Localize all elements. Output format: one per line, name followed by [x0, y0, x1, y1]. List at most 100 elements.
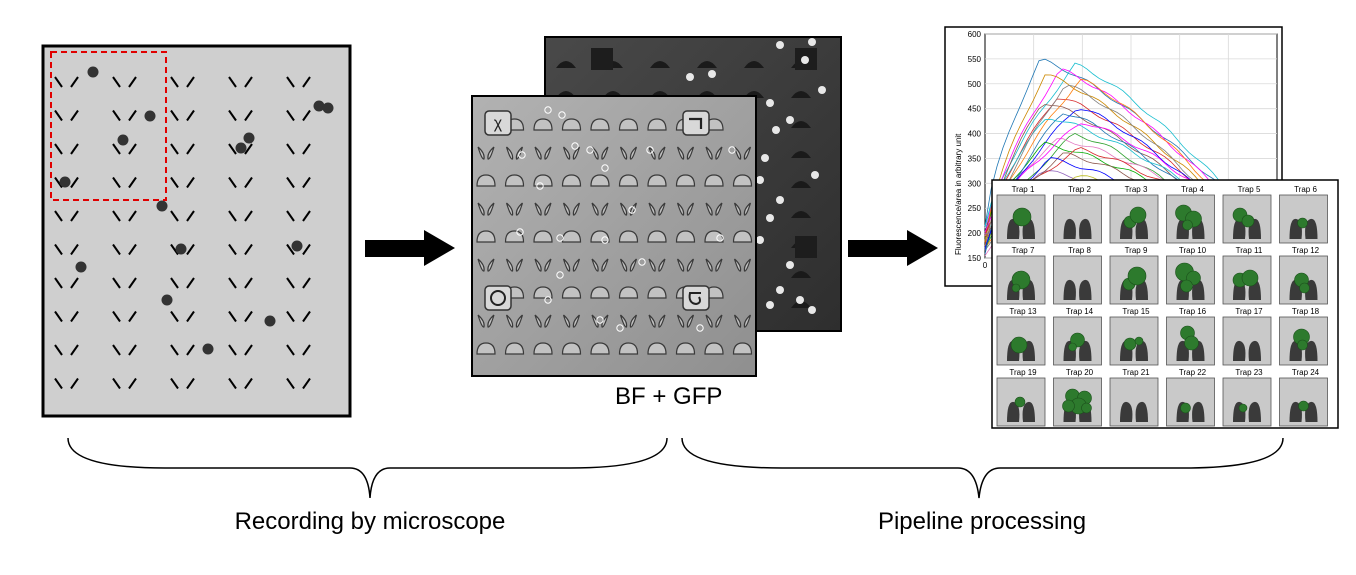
label-pipeline: Pipeline processing [878, 508, 1086, 535]
cell-dot [75, 261, 87, 273]
bf-marker-top-left [484, 110, 512, 136]
trap-marks [54, 76, 311, 390]
bf-trap [704, 342, 724, 355]
gfp-bright-spot [761, 154, 769, 162]
trap-mark [286, 210, 295, 222]
bf-trap [704, 230, 724, 243]
trap-mark [302, 210, 311, 222]
trap-title: Trap 4 [1181, 185, 1204, 194]
bf-cell [601, 236, 609, 244]
bf-trap [704, 174, 724, 187]
trap-mark [70, 109, 79, 122]
trap-mark [70, 143, 79, 155]
bf-trap [477, 146, 485, 160]
bf-cell [556, 234, 564, 242]
bf-trap [715, 146, 723, 160]
trap-mark [112, 377, 121, 390]
bf-trap [619, 146, 628, 160]
segmented-cell [1134, 336, 1144, 346]
bf-trap [705, 314, 713, 328]
bf-trap [477, 202, 485, 216]
bf-trap [544, 314, 552, 328]
trap-mark [54, 310, 63, 323]
bf-trap [477, 314, 485, 328]
bf-trap [561, 342, 582, 355]
cell-dot [175, 243, 187, 255]
bf-trap [533, 286, 553, 299]
bf-trap [647, 174, 667, 187]
trap-mark [186, 277, 195, 289]
trap-mark [54, 210, 63, 222]
segmented-cell [1184, 335, 1199, 351]
image-caption: BF + GFP [615, 383, 722, 410]
plot-y-tick: 500 [968, 80, 982, 89]
bf-trap [591, 314, 599, 328]
cell-dot [117, 134, 129, 146]
bf-trap [676, 202, 685, 216]
trap-mark [170, 243, 179, 256]
trap-mark [70, 377, 79, 390]
bf-trap [715, 314, 723, 328]
gfp-bright-spot [818, 86, 826, 94]
trap-structure [1233, 218, 1246, 239]
bf-trap [675, 174, 696, 187]
cell-dot [161, 294, 173, 306]
trap-image [1279, 377, 1328, 427]
bf-trap [743, 146, 752, 160]
trap-mark [170, 277, 179, 289]
trap-title: Trap 5 [1238, 185, 1261, 194]
bf-marker-glyph [490, 290, 506, 306]
trap-mark [302, 377, 311, 390]
image-stack: χ BF + GFP [471, 36, 842, 410]
trap-mark [112, 344, 121, 356]
trap-mark [70, 344, 79, 356]
trap-title: Trap 21 [1122, 368, 1150, 377]
bf-trap [658, 146, 666, 160]
trap-mark [302, 310, 311, 323]
bf-trap [648, 314, 656, 328]
segmented-cell [1068, 342, 1077, 352]
bf-trap [601, 202, 609, 216]
bf-trap [533, 230, 553, 243]
trap-mark [170, 176, 179, 189]
trap-mark [112, 310, 121, 323]
bf-trap [675, 230, 696, 243]
trap-structure [1248, 340, 1261, 361]
bf-trap [505, 202, 514, 216]
gfp-bright-spot [801, 56, 809, 64]
gfp-bright-spot [766, 214, 774, 222]
trap-mark [70, 76, 79, 88]
trap-mark [54, 277, 63, 289]
segmented-cell [1012, 207, 1032, 227]
bf-trap [733, 258, 742, 272]
trap-mark [186, 344, 195, 356]
trap-title: Trap 12 [1292, 246, 1320, 255]
trap-mark [228, 377, 237, 390]
gfp-bright-spot [766, 301, 774, 309]
trap-mark [128, 176, 137, 189]
cell-dot [59, 176, 71, 188]
trap-mark [170, 344, 179, 356]
trap-mark [70, 176, 79, 189]
bf-trap [476, 174, 496, 187]
gfp-bright-spot [776, 286, 784, 294]
gfp-trap [791, 121, 811, 128]
trap-title: Trap 14 [1066, 307, 1094, 316]
gfp-bright-spot [808, 306, 816, 314]
plot-y-tick: 200 [968, 229, 982, 238]
trap-structure [1305, 218, 1318, 239]
bf-cell [646, 146, 654, 154]
trap-structure [1007, 401, 1020, 422]
bf-trap [619, 314, 628, 328]
trap-mark [302, 176, 311, 189]
cell-dot [243, 132, 255, 144]
bf-trap [705, 146, 713, 160]
gfp-bright-spot [772, 126, 780, 134]
bf-trap [534, 146, 542, 160]
bf-trap [743, 314, 752, 328]
trap-mark [170, 310, 179, 323]
trap-mark [286, 176, 295, 189]
gfp-bright-spot [786, 116, 794, 124]
